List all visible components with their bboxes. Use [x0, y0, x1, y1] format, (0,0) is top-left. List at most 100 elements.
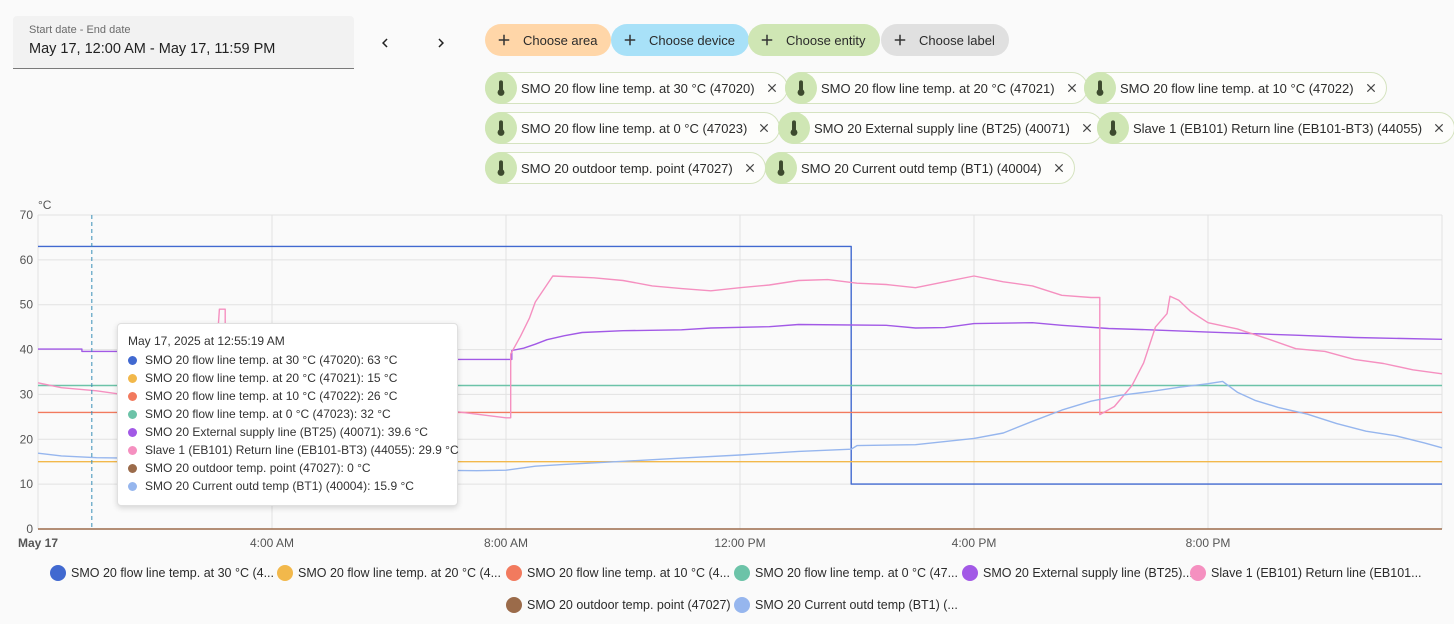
thermometer-icon [485, 152, 517, 184]
legend-color-dot [962, 565, 978, 581]
entity-chip-label: SMO 20 flow line temp. at 30 °C (47020) [521, 80, 755, 96]
tooltip-row-text: SMO 20 flow line temp. at 20 °C (47021):… [145, 371, 398, 385]
entity-chip-label: SMO 20 outdoor temp. point (47027) [521, 160, 733, 176]
remove-entity-button[interactable] [1364, 81, 1378, 95]
tooltip-row: SMO 20 External supply line (BT25) (4007… [128, 423, 447, 441]
tooltip-row: SMO 20 outdoor temp. point (47027): 0 °C [128, 459, 447, 477]
y-tick-label: 50 [20, 298, 34, 312]
y-tick-label: 10 [20, 477, 34, 491]
remove-entity-button[interactable] [743, 161, 757, 175]
entity-chip[interactable]: Slave 1 (EB101) Return line (EB101-BT3) … [1097, 112, 1454, 144]
legend-label: SMO 20 flow line temp. at 30 °C (4... [71, 566, 274, 580]
plus-icon [894, 34, 906, 46]
y-tick-label: 70 [20, 208, 34, 222]
plus-icon [761, 34, 773, 46]
tooltip-row-text: SMO 20 flow line temp. at 10 °C (47022):… [145, 389, 398, 403]
choose-area-button[interactable]: Choose area [485, 24, 612, 56]
legend-color-dot [506, 597, 522, 613]
chevron-right-icon [438, 38, 444, 48]
remove-entity-button[interactable] [765, 81, 779, 95]
legend-item[interactable]: SMO 20 flow line temp. at 10 °C (4... [506, 565, 730, 581]
legend-label: SMO 20 flow line temp. at 0 °C (47... [755, 566, 958, 580]
date-range-label: Start date - End date [29, 24, 131, 36]
legend-color-dot [277, 565, 293, 581]
tooltip-row-text: SMO 20 External supply line (BT25) (4007… [145, 425, 428, 439]
tooltip-row-text: Slave 1 (EB101) Return line (EB101-BT3) … [145, 443, 459, 457]
choose-entity-button[interactable]: Choose entity [748, 24, 880, 56]
series-line [38, 245, 1442, 485]
plus-icon [624, 34, 636, 46]
chevron-left-icon [382, 38, 388, 48]
entity-chip-label: SMO 20 flow line temp. at 0 °C (47023) [521, 120, 748, 136]
x-tick-label: 4:00 AM [250, 536, 294, 550]
series-color-dot [128, 481, 137, 491]
thermometer-icon [485, 112, 517, 144]
entity-chip[interactable]: SMO 20 flow line temp. at 0 °C (47023) [485, 112, 781, 144]
x-tick-label: 12:00 PM [714, 536, 765, 550]
legend-item[interactable]: SMO 20 External supply line (BT25)... [962, 565, 1193, 581]
series-color-dot [128, 355, 137, 365]
choose-label-button[interactable]: Choose label [881, 24, 1009, 56]
choose-label-label: Choose label [919, 32, 995, 48]
thermometer-icon [1084, 72, 1116, 104]
series-color-dot [128, 427, 137, 437]
thermometer-icon [1097, 112, 1129, 144]
legend-item[interactable]: SMO 20 flow line temp. at 20 °C (4... [277, 565, 501, 581]
legend-item[interactable]: Slave 1 (EB101) Return line (EB101... [1190, 565, 1422, 581]
x-tick-label: May 17 [18, 536, 58, 550]
close-icon [1366, 83, 1375, 93]
remove-entity-button[interactable] [1052, 161, 1066, 175]
series-color-dot [128, 391, 137, 401]
legend-label: Slave 1 (EB101) Return line (EB101... [1211, 566, 1422, 580]
tooltip-row-text: SMO 20 Current outd temp (BT1) (40004): … [145, 479, 414, 493]
entity-chip-label: Slave 1 (EB101) Return line (EB101-BT3) … [1133, 120, 1423, 136]
legend-item[interactable]: SMO 20 Current outd temp (BT1) (... [734, 597, 958, 613]
remove-entity-button[interactable] [1080, 121, 1094, 135]
x-tick-label: 8:00 PM [1186, 536, 1231, 550]
close-icon [1434, 123, 1444, 133]
y-tick-label: 30 [20, 387, 34, 401]
chart-tooltip: May 17, 2025 at 12:55:19 AM SMO 20 flow … [117, 323, 459, 506]
remove-entity-button[interactable] [757, 121, 771, 135]
previous-period-button[interactable] [368, 26, 402, 60]
entity-chip[interactable]: SMO 20 Current outd temp (BT1) (40004) [765, 152, 1075, 184]
legend-item[interactable]: SMO 20 flow line temp. at 0 °C (47... [734, 565, 958, 581]
y-axis-label: °C [38, 198, 52, 212]
entity-chip[interactable]: SMO 20 flow line temp. at 20 °C (47021) [785, 72, 1088, 104]
x-tick-label: 8:00 AM [484, 536, 528, 550]
remove-entity-button[interactable] [1432, 121, 1446, 135]
legend-label: SMO 20 outdoor temp. point (47027) [527, 598, 731, 612]
legend-label: SMO 20 External supply line (BT25)... [983, 566, 1193, 580]
remove-entity-button[interactable] [1065, 81, 1079, 95]
legend-label: SMO 20 flow line temp. at 20 °C (4... [298, 566, 501, 580]
choose-device-button[interactable]: Choose device [611, 24, 749, 56]
close-icon [1082, 123, 1091, 133]
entity-chip[interactable]: SMO 20 flow line temp. at 30 °C (47020) [485, 72, 788, 104]
choose-entity-label: Choose entity [786, 32, 866, 48]
legend-item[interactable]: SMO 20 flow line temp. at 30 °C (4... [50, 565, 274, 581]
entity-chip-label: SMO 20 Current outd temp (BT1) (40004) [801, 160, 1042, 176]
legend-label: SMO 20 Current outd temp (BT1) (... [755, 598, 958, 612]
y-tick-label: 60 [20, 253, 34, 267]
entity-chip-label: SMO 20 flow line temp. at 20 °C (47021) [821, 80, 1055, 96]
tooltip-title: May 17, 2025 at 12:55:19 AM [128, 334, 285, 348]
entity-chip[interactable]: SMO 20 flow line temp. at 10 °C (47022) [1084, 72, 1387, 104]
close-icon [767, 83, 776, 93]
plus-icon [498, 34, 510, 46]
entity-chip-label: SMO 20 External supply line (BT25) (4007… [814, 120, 1070, 136]
tooltip-row: SMO 20 flow line temp. at 20 °C (47021):… [128, 369, 447, 387]
series-color-dot [128, 409, 137, 419]
entity-chip[interactable]: SMO 20 External supply line (BT25) (4007… [778, 112, 1103, 144]
entity-chip[interactable]: SMO 20 outdoor temp. point (47027) [485, 152, 766, 184]
next-period-button[interactable] [424, 26, 458, 60]
series-color-dot [128, 463, 137, 473]
tooltip-row-text: SMO 20 outdoor temp. point (47027): 0 °C [145, 461, 371, 475]
date-range-picker[interactable]: Start date - End date May 17, 12:00 AM -… [13, 16, 354, 69]
tooltip-row-text: SMO 20 flow line temp. at 0 °C (47023): … [145, 407, 391, 421]
legend-color-dot [734, 565, 750, 581]
legend-item[interactable]: SMO 20 outdoor temp. point (47027) [506, 597, 731, 613]
y-tick-label: 0 [26, 522, 33, 536]
date-range-value: May 17, 12:00 AM - May 17, 11:59 PM [29, 41, 276, 57]
tooltip-row: SMO 20 flow line temp. at 0 °C (47023): … [128, 405, 447, 423]
